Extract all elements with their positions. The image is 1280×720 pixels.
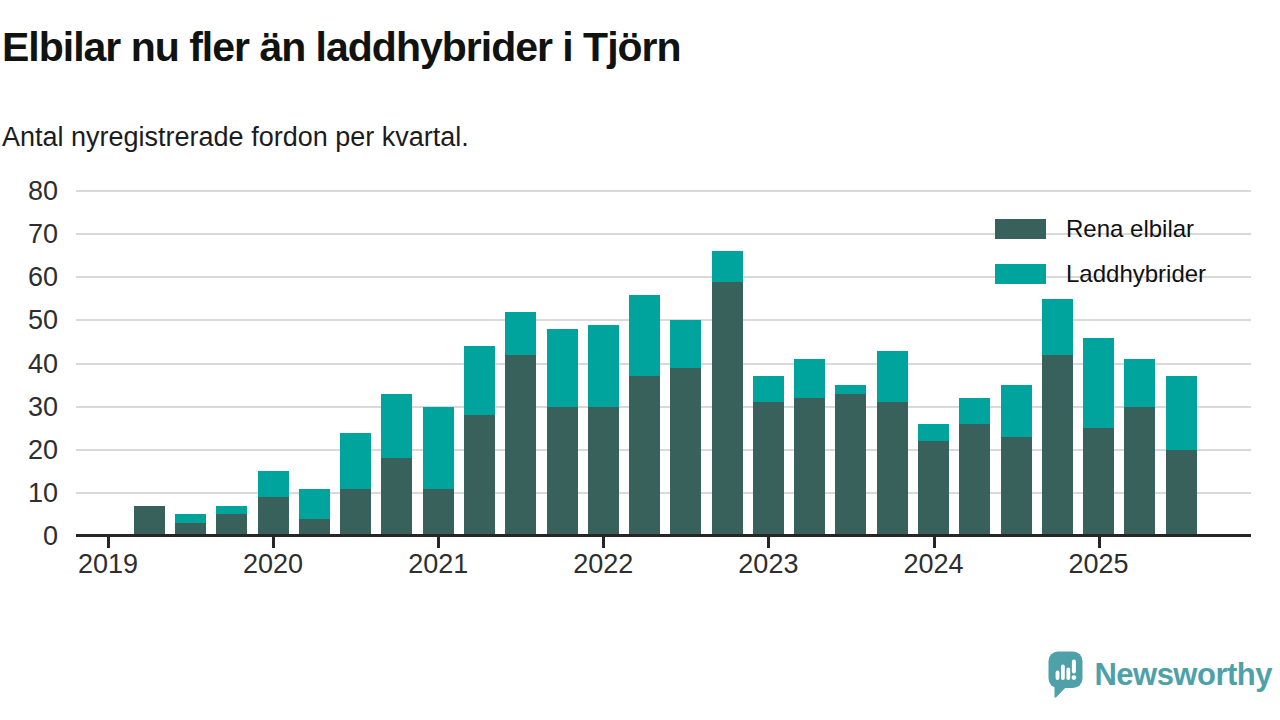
y-axis-label-10: 10 — [0, 479, 58, 507]
bar-2022-Q3-laddhybrider — [670, 320, 701, 367]
bar-2021-Q4-laddhybrider — [547, 329, 578, 407]
y-axis-label-60: 60 — [0, 263, 58, 291]
bar-2021-Q3-rena-elbilar — [505, 355, 536, 536]
bar-2025-Q1-laddhybrider — [1083, 338, 1114, 429]
bar-2022-Q1-rena-elbilar — [588, 407, 619, 536]
bar-2019-Q4-laddhybrider — [216, 506, 247, 515]
bar-2024-Q1-rena-elbilar — [918, 441, 949, 536]
bar-2025-Q1-rena-elbilar — [1083, 428, 1114, 536]
legend-label: Rena elbilar — [1066, 215, 1194, 243]
x-axis-tick-2020 — [272, 537, 275, 548]
bar-2023-Q4-laddhybrider — [877, 351, 908, 403]
chart-title: Elbilar nu fler än laddhybrider i Tjörn — [2, 24, 681, 71]
bar-2020-Q3-laddhybrider — [340, 433, 371, 489]
gridline-y-30 — [76, 406, 1251, 408]
bar-2024-Q3-rena-elbilar — [1001, 437, 1032, 536]
bar-2024-Q3-laddhybrider — [1001, 385, 1032, 437]
x-axis-tick-2025 — [1098, 537, 1101, 548]
x-axis-tick-2019 — [107, 537, 110, 548]
bar-2022-Q2-laddhybrider — [629, 295, 660, 377]
bar-2022-Q4-rena-elbilar — [712, 282, 743, 536]
x-axis-label-2025: 2025 — [1039, 549, 1159, 580]
gridline-y-10 — [76, 492, 1251, 494]
bar-2023-Q4-rena-elbilar — [877, 402, 908, 536]
bar-2022-Q2-rena-elbilar — [629, 376, 660, 536]
y-axis-label-50: 50 — [0, 306, 58, 334]
bar-2021-Q1-rena-elbilar — [423, 489, 454, 536]
chart-subtitle: Antal nyregistrerade fordon per kvartal. — [2, 122, 469, 153]
bar-2021-Q2-rena-elbilar — [464, 415, 495, 536]
x-axis-tick-2023 — [767, 537, 770, 548]
bar-2025-Q2-laddhybrider — [1124, 359, 1155, 406]
bar-2020-Q1-laddhybrider — [258, 471, 289, 497]
bar-2023-Q3-rena-elbilar — [835, 394, 866, 536]
y-axis-label-40: 40 — [0, 350, 58, 378]
bar-2023-Q2-rena-elbilar — [794, 398, 825, 536]
legend: Rena elbilar Laddhybrider — [995, 215, 1206, 305]
bar-2020-Q4-laddhybrider — [381, 394, 412, 459]
bar-2022-Q3-rena-elbilar — [670, 368, 701, 536]
gridline-y-40 — [76, 363, 1251, 365]
bar-2020-Q1-rena-elbilar — [258, 497, 289, 536]
bar-2024-Q2-rena-elbilar — [959, 424, 990, 536]
x-axis-label-2019: 2019 — [48, 549, 168, 580]
y-axis-label-30: 30 — [0, 393, 58, 421]
bar-2023-Q1-laddhybrider — [753, 376, 784, 402]
x-axis-label-2024: 2024 — [874, 549, 994, 580]
bar-2019-Q2-rena-elbilar — [134, 506, 165, 536]
bar-2019-Q3-laddhybrider — [175, 514, 206, 523]
x-axis-label-2023: 2023 — [708, 549, 828, 580]
gridline-y-20 — [76, 449, 1251, 451]
bar-2024-Q4-laddhybrider — [1042, 299, 1073, 355]
bar-2021-Q4-rena-elbilar — [547, 407, 578, 536]
x-axis-tick-2024 — [933, 537, 936, 548]
bar-2022-Q1-laddhybrider — [588, 325, 619, 407]
x-axis-label-2021: 2021 — [378, 549, 498, 580]
attribution: Newsworthy — [1047, 650, 1272, 699]
bar-2023-Q2-laddhybrider — [794, 359, 825, 398]
gridline-y-80 — [76, 190, 1251, 192]
gridline-y-50 — [76, 319, 1251, 321]
bar-2021-Q2-laddhybrider — [464, 346, 495, 415]
bar-2023-Q3-laddhybrider — [835, 385, 866, 394]
x-axis-label-2020: 2020 — [213, 549, 333, 580]
x-axis-tick-2022 — [602, 537, 605, 548]
legend-label: Laddhybrider — [1066, 260, 1206, 288]
bar-2024-Q1-laddhybrider — [918, 424, 949, 441]
bar-2019-Q4-rena-elbilar — [216, 514, 247, 536]
bar-2023-Q1-rena-elbilar — [753, 402, 784, 536]
bar-2020-Q4-rena-elbilar — [381, 458, 412, 536]
y-axis-label-70: 70 — [0, 220, 58, 248]
bar-2024-Q2-laddhybrider — [959, 398, 990, 424]
y-axis-label-0: 0 — [0, 522, 58, 550]
x-axis-line — [76, 534, 1251, 537]
y-axis-label-80: 80 — [0, 177, 58, 205]
bar-2025-Q3-rena-elbilar — [1166, 450, 1197, 536]
bar-2025-Q3-laddhybrider — [1166, 376, 1197, 449]
legend-item-rena-elbilar: Rena elbilar — [995, 215, 1206, 243]
newsworthy-speech-bubble-bar-chart-icon — [1047, 650, 1084, 699]
legend-swatch-rena-elbilar — [995, 219, 1046, 239]
bar-2020-Q3-rena-elbilar — [340, 489, 371, 536]
x-axis-label-2022: 2022 — [543, 549, 663, 580]
legend-swatch-laddhybrider — [995, 264, 1046, 284]
bar-2020-Q2-laddhybrider — [299, 489, 330, 519]
x-axis-tick-2021 — [437, 537, 440, 548]
bar-2025-Q2-rena-elbilar — [1124, 407, 1155, 536]
bar-2021-Q3-laddhybrider — [505, 312, 536, 355]
bar-2021-Q1-laddhybrider — [423, 407, 454, 489]
legend-item-laddhybrider: Laddhybrider — [995, 260, 1206, 288]
brand-name: Newsworthy — [1094, 657, 1272, 693]
bar-2024-Q4-rena-elbilar — [1042, 355, 1073, 536]
chart-canvas: Elbilar nu fler än laddhybrider i Tjörn … — [0, 0, 1280, 720]
bar-2022-Q4-laddhybrider — [712, 251, 743, 281]
y-axis-label-20: 20 — [0, 436, 58, 464]
